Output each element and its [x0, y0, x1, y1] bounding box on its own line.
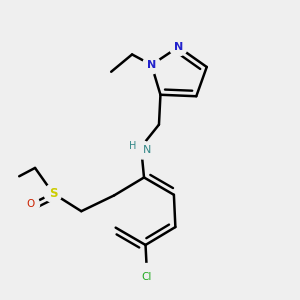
Circle shape — [142, 56, 160, 74]
Text: O: O — [26, 199, 35, 209]
Circle shape — [134, 141, 152, 159]
Text: Cl: Cl — [142, 272, 152, 282]
Circle shape — [44, 184, 62, 202]
Text: N: N — [174, 42, 183, 52]
Circle shape — [22, 195, 40, 213]
Text: H: H — [129, 141, 137, 151]
Text: N: N — [142, 145, 151, 155]
Text: S: S — [49, 187, 57, 200]
Circle shape — [138, 263, 156, 281]
Circle shape — [169, 38, 187, 56]
Text: N: N — [147, 60, 156, 70]
Circle shape — [128, 137, 146, 155]
